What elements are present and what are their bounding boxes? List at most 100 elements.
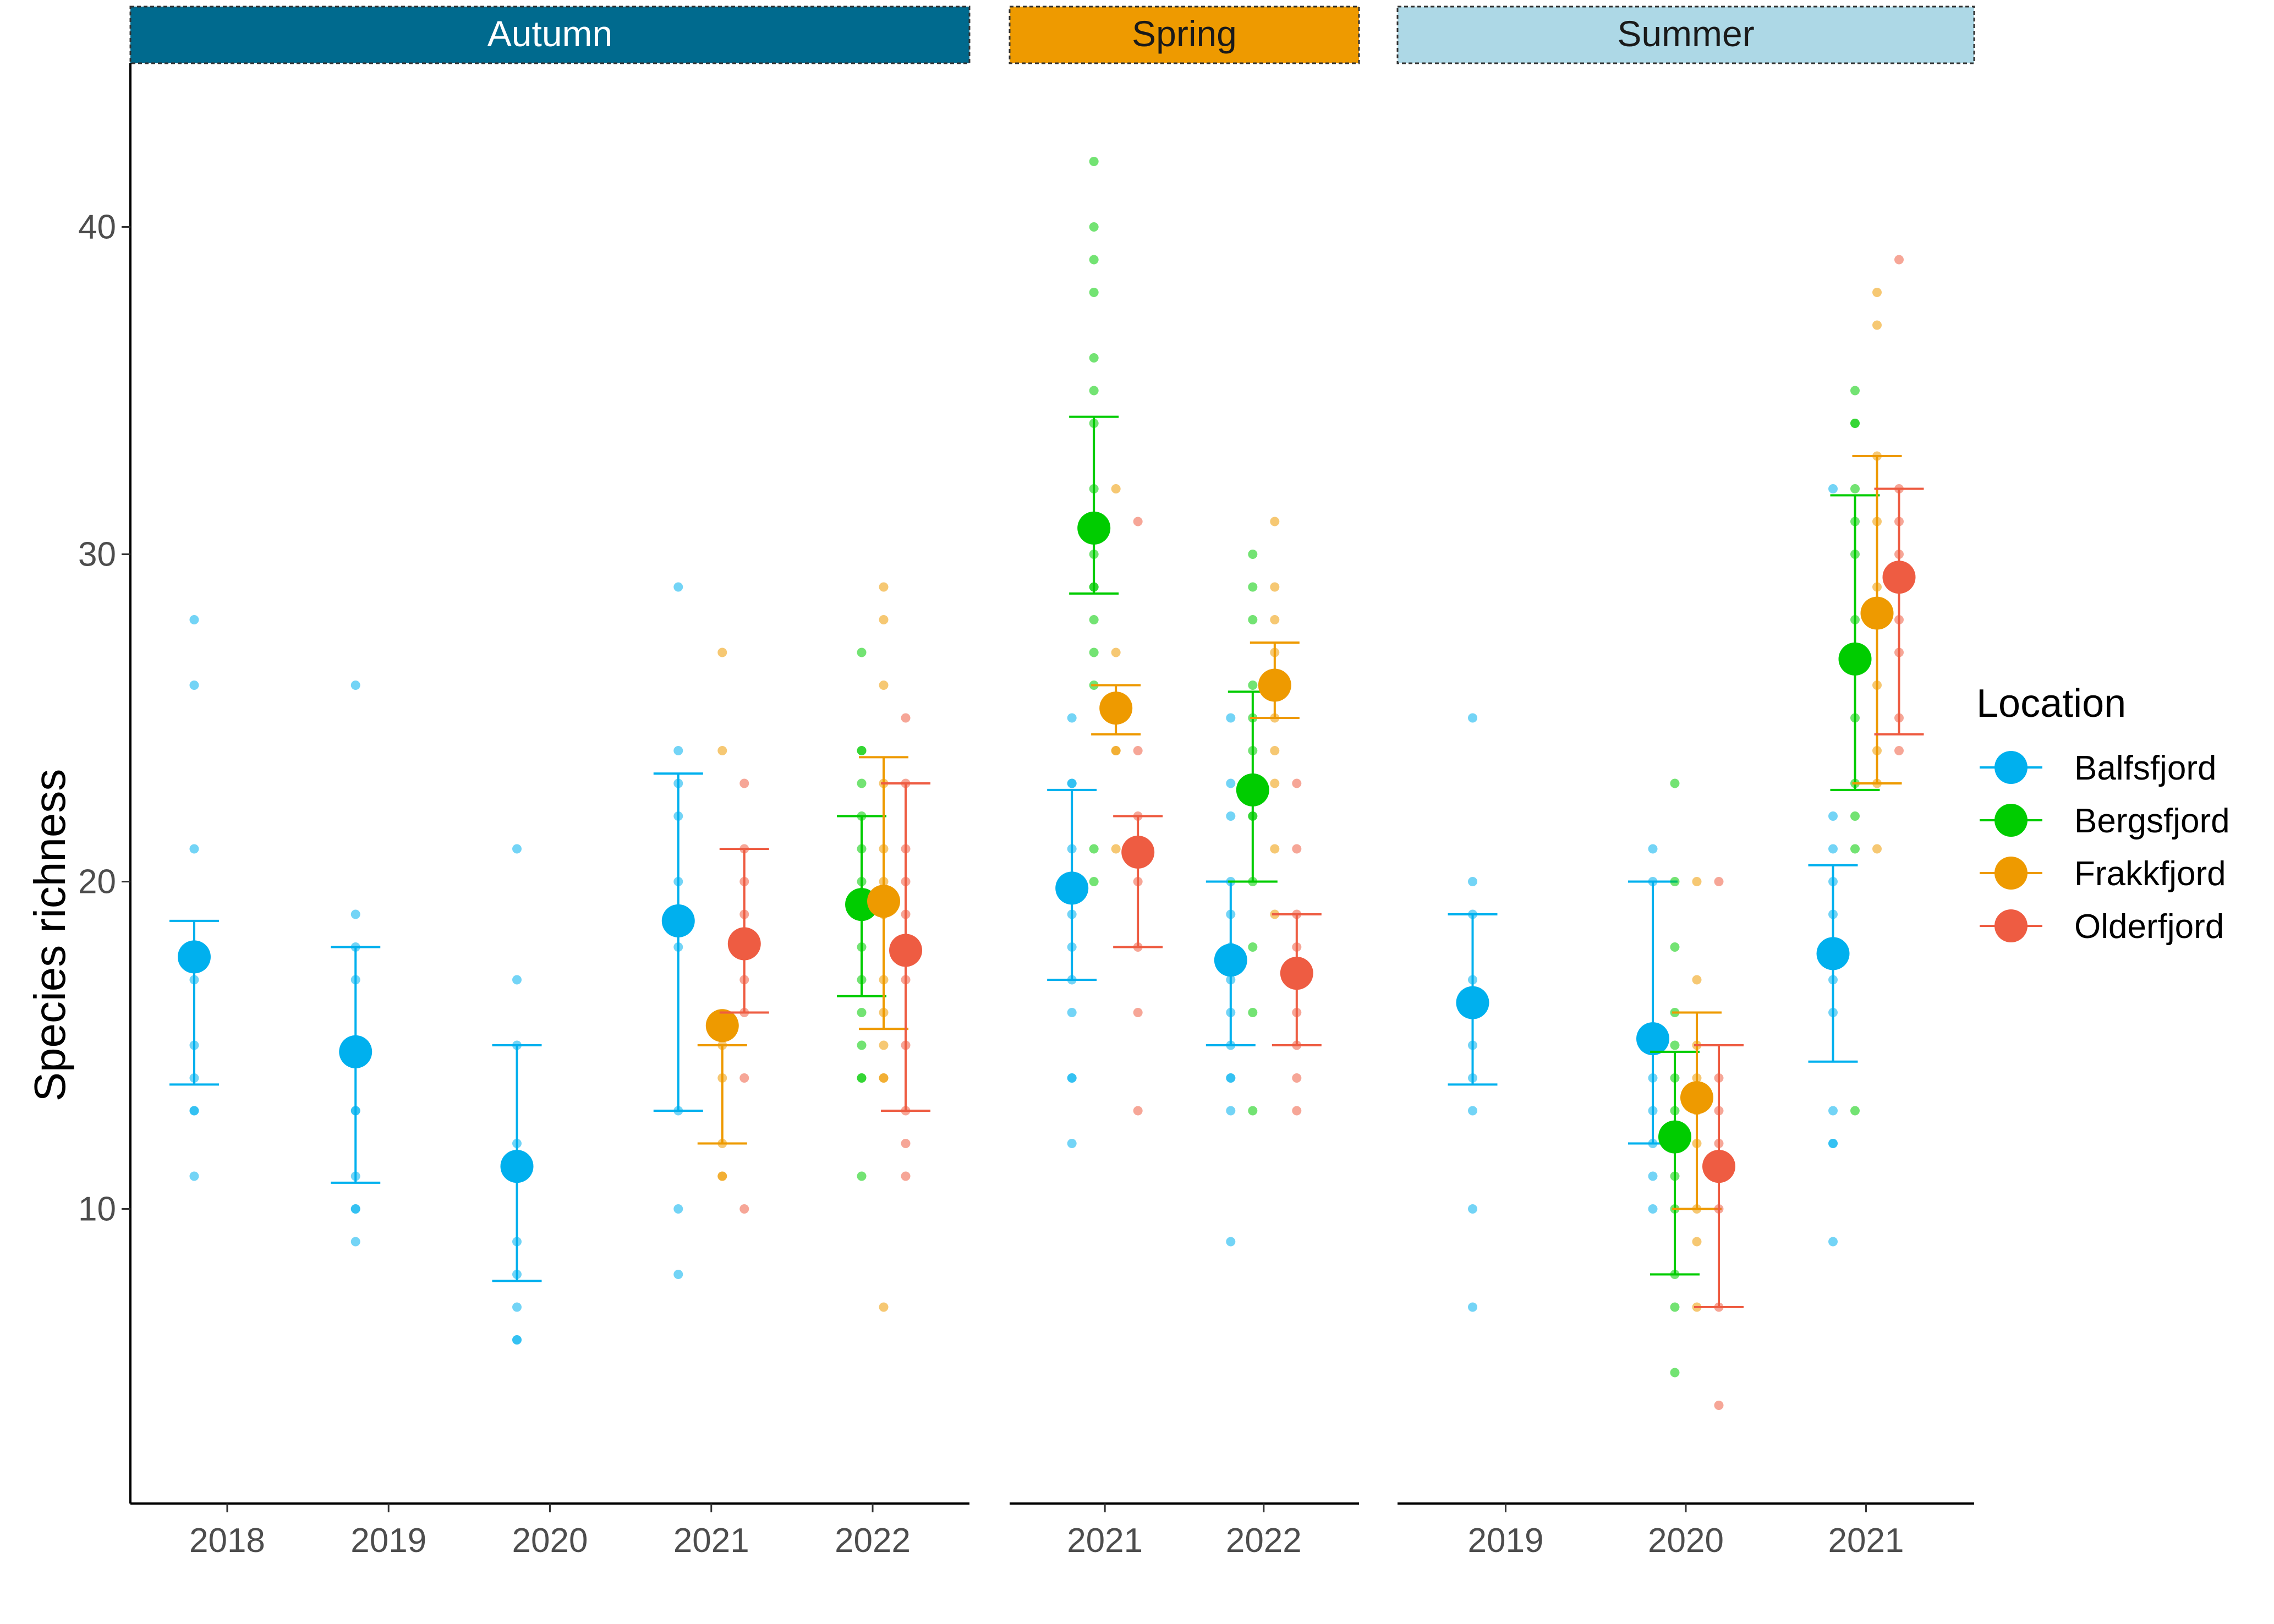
data-point-autumn-2022-bergsfjord — [857, 1073, 867, 1083]
x-tick-label: 2019 — [350, 1522, 426, 1560]
data-point-summer-2021-balfsfjord — [1828, 811, 1838, 821]
data-point-spring-2022-frakkfjord — [1270, 517, 1280, 526]
data-point-spring-2021-balfsfjord — [1067, 1073, 1077, 1083]
mean-point-summer-2020-bergsfjord — [1658, 1120, 1691, 1154]
data-point-spring-2022-frakkfjord — [1270, 844, 1280, 854]
mean-point-autumn-2020-balfsfjord — [500, 1150, 534, 1183]
mean-point-spring-2022-olderfjord — [1280, 957, 1313, 990]
data-point-summer-2020-bergsfjord — [1670, 1368, 1680, 1378]
data-point-summer-2021-bergsfjord — [1850, 1106, 1860, 1116]
mean-point-autumn-2021-olderfjord — [727, 927, 761, 961]
data-point-spring-2022-balfsfjord — [1226, 811, 1236, 821]
data-point-spring-2022-balfsfjord — [1226, 1106, 1236, 1116]
data-point-autumn-2021-balfsfjord — [673, 1270, 683, 1279]
data-point-autumn-2022-frakkfjord — [879, 1040, 889, 1050]
data-point-spring-2021-frakkfjord — [1111, 484, 1121, 493]
data-point-autumn-2022-bergsfjord — [857, 1040, 867, 1050]
data-point-autumn-2021-olderfjord — [739, 778, 749, 788]
legend-title: Location — [1976, 682, 2126, 726]
data-point-autumn-2018-balfsfjord — [189, 844, 199, 854]
data-point-summer-2019-balfsfjord — [1468, 877, 1477, 886]
data-point-summer-2020-balfsfjord — [1648, 844, 1658, 854]
data-point-spring-2021-frakkfjord — [1111, 746, 1121, 755]
mean-point-autumn-2018-balfsfjord — [177, 940, 211, 974]
data-point-spring-2021-olderfjord — [1133, 746, 1143, 755]
data-point-autumn-2021-frakkfjord — [717, 648, 727, 657]
mean-point-summer-2020-olderfjord — [1702, 1150, 1735, 1183]
data-point-summer-2020-balfsfjord — [1648, 1171, 1658, 1181]
data-point-autumn-2020-balfsfjord — [512, 975, 522, 985]
data-point-autumn-2021-balfsfjord — [673, 746, 683, 755]
data-point-spring-2021-bergsfjord — [1089, 615, 1099, 624]
data-point-spring-2021-bergsfjord — [1089, 255, 1099, 265]
data-point-summer-2021-balfsfjord — [1828, 484, 1838, 493]
data-point-autumn-2021-balfsfjord — [673, 582, 683, 592]
data-point-summer-2020-bergsfjord — [1670, 1040, 1680, 1050]
data-point-autumn-2022-bergsfjord — [857, 778, 867, 788]
data-point-summer-2020-bergsfjord — [1670, 942, 1680, 952]
data-point-spring-2022-frakkfjord — [1270, 582, 1280, 592]
mean-point-spring-2022-frakkfjord — [1258, 668, 1291, 702]
mean-point-spring-2022-balfsfjord — [1214, 943, 1247, 977]
data-point-autumn-2019-balfsfjord — [350, 909, 360, 919]
y-tick-label: 40 — [78, 209, 116, 246]
data-point-summer-2021-balfsfjord — [1828, 1237, 1838, 1247]
strip-autumn — [129, 6, 971, 64]
data-point-autumn-2019-balfsfjord — [350, 1204, 360, 1214]
data-point-autumn-2022-frakkfjord — [879, 582, 889, 592]
y-tick-label: 20 — [78, 863, 116, 901]
data-point-summer-2021-olderfjord — [1894, 255, 1904, 265]
data-point-autumn-2022-frakkfjord — [879, 615, 889, 624]
data-point-summer-2020-bergsfjord — [1670, 877, 1680, 886]
data-point-spring-2021-olderfjord — [1133, 1106, 1143, 1116]
legend-label-olderfjord: Olderfjord — [2074, 908, 2224, 946]
strip-label-autumn: Autumn — [487, 13, 612, 54]
data-point-spring-2022-bergsfjord — [1248, 582, 1258, 592]
data-point-spring-2022-bergsfjord — [1248, 942, 1258, 952]
data-point-summer-2019-balfsfjord — [1468, 1204, 1477, 1214]
mean-point-autumn-2021-frakkfjord — [705, 1009, 739, 1043]
strip-summer — [1396, 6, 1975, 64]
data-point-autumn-2022-olderfjord — [901, 713, 911, 723]
data-point-spring-2021-frakkfjord — [1111, 648, 1121, 657]
data-point-spring-2021-olderfjord — [1133, 517, 1143, 526]
mean-point-autumn-2019-balfsfjord — [339, 1035, 372, 1068]
data-point-autumn-2021-frakkfjord — [717, 1171, 727, 1181]
data-point-summer-2020-frakkfjord — [1692, 877, 1702, 886]
data-point-spring-2022-balfsfjord — [1226, 713, 1236, 723]
data-point-spring-2021-bergsfjord — [1089, 288, 1099, 297]
data-point-autumn-2022-frakkfjord — [879, 1302, 889, 1312]
data-point-summer-2020-olderfjord — [1714, 877, 1724, 886]
legend-key-balfsfjord — [1994, 751, 2028, 784]
strip-label-summer: Summer — [1617, 13, 1754, 54]
x-tick-label: 2021 — [673, 1522, 749, 1560]
data-point-summer-2020-frakkfjord — [1692, 975, 1702, 985]
mean-point-autumn-2022-frakkfjord — [867, 885, 901, 918]
data-point-autumn-2018-balfsfjord — [189, 615, 199, 624]
data-point-autumn-2021-olderfjord — [739, 1204, 749, 1214]
data-point-summer-2020-olderfjord — [1714, 1401, 1724, 1410]
x-tick-label: 2020 — [1648, 1522, 1724, 1560]
data-point-autumn-2019-balfsfjord — [350, 1237, 360, 1247]
data-point-autumn-2022-frakkfjord — [879, 681, 889, 690]
x-tick-label: 2018 — [189, 1522, 265, 1560]
data-point-spring-2021-balfsfjord — [1067, 778, 1077, 788]
data-point-summer-2021-balfsfjord — [1828, 1139, 1838, 1148]
data-point-summer-2019-balfsfjord — [1468, 713, 1477, 723]
mean-point-summer-2020-balfsfjord — [1636, 1022, 1669, 1056]
data-point-summer-2021-bergsfjord — [1850, 419, 1860, 428]
panel-spring: Spring 2021 2022 — [1009, 6, 1360, 1560]
data-point-spring-2021-balfsfjord — [1067, 1139, 1077, 1148]
x-tick-label: 2019 — [1468, 1522, 1544, 1560]
mean-point-summer-2019-balfsfjord — [1456, 986, 1489, 1019]
data-point-spring-2022-balfsfjord — [1226, 1073, 1236, 1083]
data-point-spring-2021-bergsfjord — [1089, 648, 1099, 657]
panel-autumn: Autumn 2018 2019 2020 2021 2022 — [129, 6, 971, 1560]
legend-label-balfsfjord: Balfsfjord — [2074, 749, 2216, 787]
data-point-summer-2021-balfsfjord — [1828, 1106, 1838, 1116]
data-point-spring-2022-frakkfjord — [1270, 778, 1280, 788]
mean-point-spring-2021-olderfjord — [1121, 835, 1155, 869]
data-point-spring-2021-frakkfjord — [1111, 844, 1121, 854]
legend-key-olderfjord — [1994, 909, 2028, 942]
